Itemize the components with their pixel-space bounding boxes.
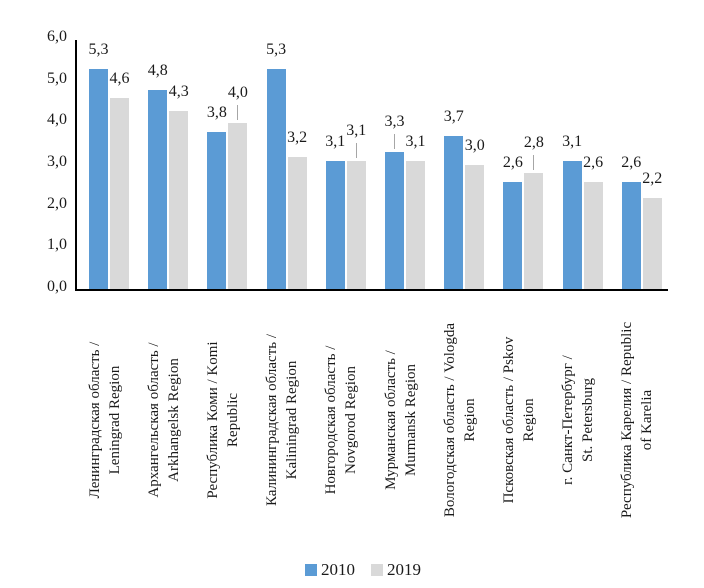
- legend-item-2010: 2010: [305, 561, 355, 578]
- x-axis-category-label-line: Ленинградская область /: [86, 341, 103, 499]
- x-axis-category-label-line: Республика Коми / Komi: [205, 341, 221, 499]
- data-label-2019-0: 4,6: [109, 70, 130, 87]
- bar-2019-6: [465, 165, 485, 290]
- bar-2019-0: [110, 98, 129, 290]
- label-leader-line: [355, 143, 357, 158]
- x-axis-category-label-line: Республика Карелия / Republic: [619, 321, 636, 519]
- label-leader-line: [533, 155, 535, 170]
- x-axis-category-label-line: Murmansk Region: [402, 363, 419, 477]
- y-axis-tick-label: 2,0: [47, 194, 67, 212]
- data-label-2010-0: 5,3: [88, 41, 109, 58]
- x-axis-category-label-line: Republic: [225, 392, 241, 448]
- data-label-2019-2: 4,0: [227, 84, 248, 101]
- bar-2010-4: [325, 161, 345, 290]
- x-axis-category-label: Республика Коми / Komi Republic: [203, 298, 245, 542]
- y-axis-tick-label: 1,0: [47, 236, 67, 254]
- x-axis-category-label: Вологодская область / Vologda Region: [440, 298, 482, 542]
- x-axis-category-label-line: г. Санкт-Петербург /: [560, 355, 577, 485]
- legend-swatch-2019: [371, 563, 383, 576]
- legend: 2010 2019: [11, 561, 704, 578]
- bar-2019-8: [583, 182, 603, 290]
- data-label-2010-6: 3,7: [443, 108, 464, 125]
- x-axis-category-label: Архангельская область / Arkhangelsk Regio…: [144, 298, 186, 542]
- data-label-2010-7: 2,6: [502, 154, 523, 171]
- x-axis-category-label-line: Arkhangelsk Region: [165, 358, 182, 482]
- x-axis-category-label-line: Новгородская область /: [323, 345, 340, 495]
- data-label-2019-9: 2,2: [642, 170, 663, 187]
- data-label-2010-8: 3,1: [562, 133, 583, 150]
- x-axis-category-label-line: Kaliningrad Region: [284, 360, 301, 480]
- bar-2010-7: [503, 182, 523, 290]
- x-axis-category-label-line: Region: [521, 398, 537, 442]
- x-axis-category-label: Мурманская область / Murmansk Region: [381, 298, 423, 542]
- bar-2019-1: [169, 111, 189, 290]
- bar-2010-8: [562, 161, 582, 290]
- legend-label-2019: 2019: [387, 560, 421, 579]
- legend-item-2019: 2019: [371, 561, 421, 578]
- bar-2010-1: [148, 90, 168, 290]
- bar-2019-9: [642, 198, 662, 290]
- bar-2019-4: [346, 161, 366, 290]
- x-axis-category-label: г. Санкт-Петербург / St. Petersburg: [558, 298, 600, 542]
- x-axis-line: [75, 289, 668, 291]
- data-label-2019-7: 2,8: [523, 134, 544, 151]
- bar-2010-5: [385, 152, 404, 290]
- y-axis-tick-label: 4,0: [47, 111, 67, 129]
- x-axis-category-label-line: Калининградская область /: [264, 333, 281, 507]
- bar-2019-7: [524, 173, 544, 290]
- bar-2010-3: [266, 69, 286, 290]
- y-axis-tick-label: 0,0: [47, 278, 67, 295]
- label-leader-line: [237, 105, 239, 120]
- data-label-2019-3: 3,2: [287, 129, 308, 146]
- data-label-2010-3: 5,3: [266, 41, 287, 58]
- bar-2010-9: [621, 182, 641, 290]
- label-leader-line: [394, 134, 395, 149]
- y-axis-tick-label: 6,0: [47, 27, 67, 45]
- x-axis-category-label-line: Novgorod Region: [343, 366, 360, 474]
- x-axis-category-label-line: Мурманская область /: [382, 350, 399, 490]
- x-axis-category-label-line: St. Petersburg: [580, 378, 597, 462]
- bar-2019-5: [406, 161, 425, 290]
- legend-swatch-2010: [305, 563, 317, 576]
- x-axis-category-label: Калининградская область / Kaliningrad Reg…: [262, 298, 304, 542]
- x-axis-category-label-line: Псковская область / Pskov: [501, 336, 517, 504]
- y-axis-tick-label: 5,0: [47, 69, 67, 87]
- data-label-2010-1: 4,8: [147, 62, 168, 79]
- data-label-2010-2: 3,8: [206, 104, 227, 121]
- data-label-2019-1: 4,3: [168, 83, 189, 100]
- y-axis-tick-label: 3,0: [47, 152, 67, 170]
- data-label-2019-4: 3,1: [346, 122, 367, 139]
- bar-2010-2: [207, 132, 227, 290]
- data-label-2019-8: 2,6: [583, 154, 604, 171]
- x-axis-category-label-line: Вологодская область / Vologda: [441, 322, 458, 518]
- bar-2019-3: [287, 157, 307, 290]
- data-label-2019-6: 3,0: [464, 137, 485, 154]
- data-label-2010-5: 3,3: [384, 113, 405, 130]
- x-axis-category-label-line: Region: [461, 398, 478, 442]
- data-label-2010-9: 2,6: [621, 154, 642, 171]
- bar-2019-2: [228, 123, 248, 290]
- bar-2010-0: [89, 69, 108, 290]
- bar-2010-6: [444, 136, 464, 290]
- x-axis-category-label: Псковская область / Pskov Region: [499, 298, 541, 542]
- x-axis-category-label-line: of Karelia: [639, 389, 656, 451]
- x-axis-category-label-line: Leningrad Region: [106, 365, 123, 475]
- x-axis-category-label: Ленинградская область / Leningrad Region: [85, 298, 127, 542]
- x-axis-category-label-line: Архангельская область /: [145, 342, 162, 498]
- data-label-2010-4: 3,1: [325, 133, 346, 150]
- x-axis-category-label: Новгородская область / Novgorod Region: [321, 298, 363, 542]
- data-label-2019-5: 3,1: [405, 133, 426, 150]
- x-axis-category-label: Республика Карелия / Republic of Karelia: [617, 298, 659, 542]
- legend-label-2010: 2010: [321, 560, 355, 579]
- y-axis-line: [75, 40, 77, 291]
